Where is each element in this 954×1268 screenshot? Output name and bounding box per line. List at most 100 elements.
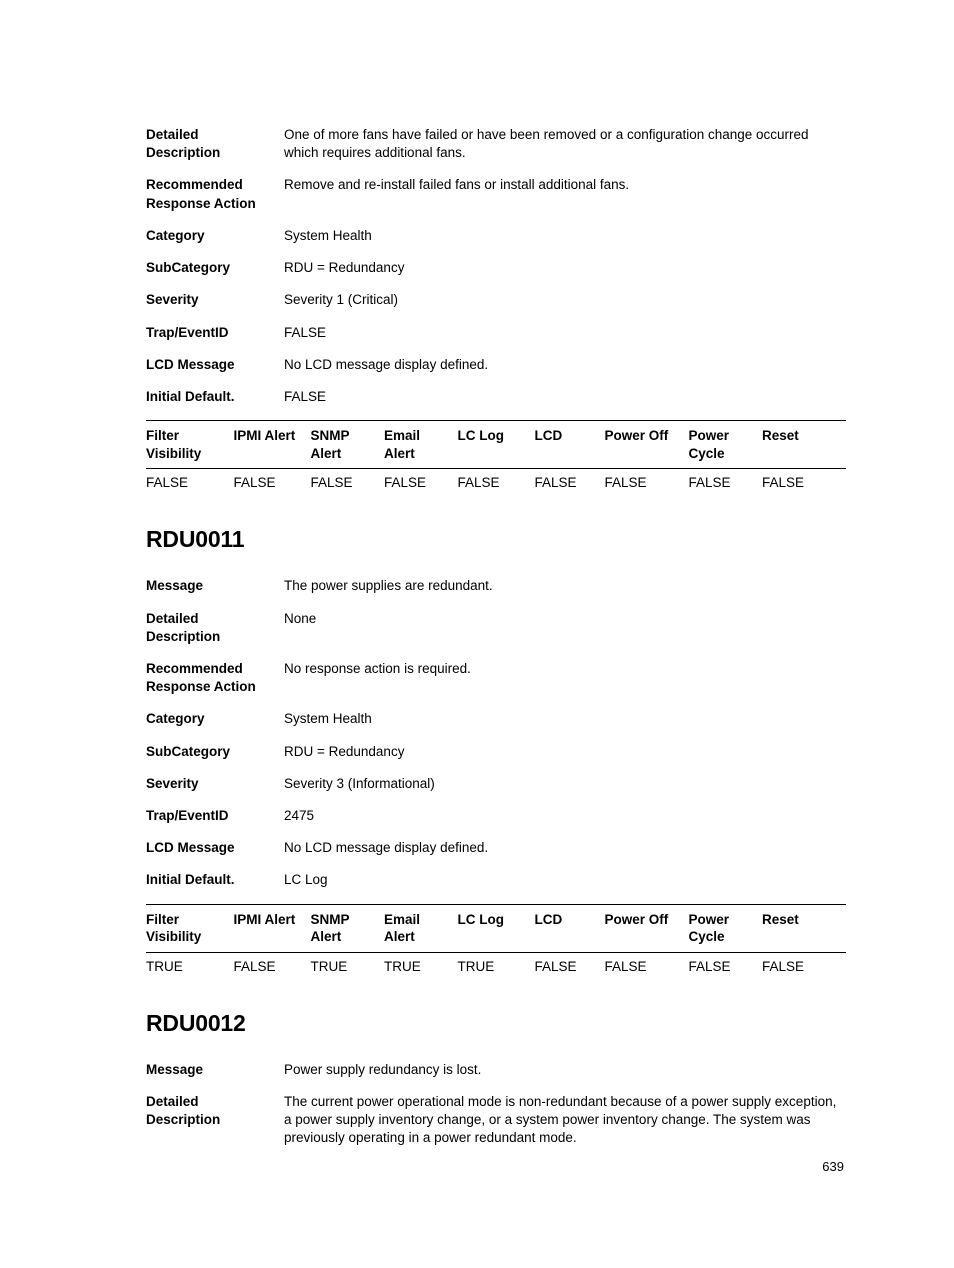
field-label: Detailed Description xyxy=(146,1093,284,1148)
field-value: No LCD message display defined. xyxy=(284,356,846,374)
field-row: Detailed DescriptionThe current power op… xyxy=(146,1093,846,1148)
field-row: CategorySystem Health xyxy=(146,227,846,245)
field-label: SubCategory xyxy=(146,743,284,761)
field-value: The power supplies are redundant. xyxy=(284,577,846,595)
field-value: Remove and re-install failed fans or ins… xyxy=(284,176,846,212)
table-header-cell: LC Log xyxy=(458,421,535,469)
field-list-2: MessagePower supply redundancy is lost.D… xyxy=(146,1061,846,1148)
field-row: Detailed DescriptionOne of more fans hav… xyxy=(146,126,846,162)
field-row: MessagePower supply redundancy is lost. xyxy=(146,1061,846,1079)
table-header-cell: Reset xyxy=(762,904,846,952)
table-cell: FALSE xyxy=(689,952,763,982)
field-label: Category xyxy=(146,710,284,728)
field-row: Initial Default.LC Log xyxy=(146,871,846,889)
table-header-cell: Power Cycle xyxy=(689,904,763,952)
field-value: LC Log xyxy=(284,871,846,889)
field-label: Recommended Response Action xyxy=(146,660,284,696)
table-cell: FALSE xyxy=(146,469,234,499)
table-cell: FALSE xyxy=(762,469,846,499)
page-number: 639 xyxy=(822,1159,844,1174)
field-label: Initial Default. xyxy=(146,388,284,406)
table-header-cell: Filter Visibility xyxy=(146,421,234,469)
table-header-cell: Reset xyxy=(762,421,846,469)
table-1: Filter VisibilityIPMI AlertSNMP AlertEma… xyxy=(146,904,846,982)
field-value: Severity 3 (Informational) xyxy=(284,775,846,793)
field-list-0: Detailed DescriptionOne of more fans hav… xyxy=(146,126,846,406)
table-cell: FALSE xyxy=(234,952,311,982)
field-row: Detailed DescriptionNone xyxy=(146,610,846,646)
table-header-cell: Email Alert xyxy=(384,904,458,952)
heading-rdu0012: RDU0012 xyxy=(146,1010,846,1037)
field-row: SubCategoryRDU = Redundancy xyxy=(146,259,846,277)
field-label: LCD Message xyxy=(146,356,284,374)
table-header-cell: Power Cycle xyxy=(689,421,763,469)
section-0: Detailed DescriptionOne of more fans hav… xyxy=(146,126,846,498)
field-value: Power supply redundancy is lost. xyxy=(284,1061,846,1079)
field-value: 2475 xyxy=(284,807,846,825)
field-label: Initial Default. xyxy=(146,871,284,889)
field-label: Severity xyxy=(146,775,284,793)
section-1: RDU0011 MessageThe power supplies are re… xyxy=(146,526,846,982)
field-row: CategorySystem Health xyxy=(146,710,846,728)
table-cell: FALSE xyxy=(535,952,605,982)
table-header-cell: LC Log xyxy=(458,904,535,952)
table-row: TRUEFALSETRUETRUETRUEFALSEFALSEFALSEFALS… xyxy=(146,952,846,982)
field-label: Detailed Description xyxy=(146,610,284,646)
table-cell: TRUE xyxy=(384,952,458,982)
field-label: Recommended Response Action xyxy=(146,176,284,212)
table-header-cell: LCD xyxy=(535,421,605,469)
field-value: No response action is required. xyxy=(284,660,846,696)
field-row: Recommended Response ActionRemove and re… xyxy=(146,176,846,212)
field-label: Detailed Description xyxy=(146,126,284,162)
field-row: Recommended Response ActionNo response a… xyxy=(146,660,846,696)
table-cell: FALSE xyxy=(458,469,535,499)
table-row: FALSEFALSEFALSEFALSEFALSEFALSEFALSEFALSE… xyxy=(146,469,846,499)
table-header-cell: Power Off xyxy=(605,421,689,469)
field-row: SubCategoryRDU = Redundancy xyxy=(146,743,846,761)
field-list-1: MessageThe power supplies are redundant.… xyxy=(146,577,846,889)
table-0: Filter VisibilityIPMI AlertSNMP AlertEma… xyxy=(146,420,846,498)
table-cell: FALSE xyxy=(535,469,605,499)
table-cell: FALSE xyxy=(605,952,689,982)
table-cell: TRUE xyxy=(311,952,385,982)
heading-rdu0011: RDU0011 xyxy=(146,526,846,553)
table-header-cell: Filter Visibility xyxy=(146,904,234,952)
field-label: LCD Message xyxy=(146,839,284,857)
field-value: None xyxy=(284,610,846,646)
table-cell: FALSE xyxy=(762,952,846,982)
field-row: Trap/EventID2475 xyxy=(146,807,846,825)
field-label: Message xyxy=(146,577,284,595)
field-label: Trap/EventID xyxy=(146,324,284,342)
field-label: SubCategory xyxy=(146,259,284,277)
section-2: RDU0012 MessagePower supply redundancy i… xyxy=(146,1010,846,1148)
table-cell: FALSE xyxy=(605,469,689,499)
field-row: LCD MessageNo LCD message display define… xyxy=(146,356,846,374)
field-label: Severity xyxy=(146,291,284,309)
document-page: Detailed DescriptionOne of more fans hav… xyxy=(0,0,954,1268)
table-cell: TRUE xyxy=(458,952,535,982)
field-row: SeveritySeverity 1 (Critical) xyxy=(146,291,846,309)
table-header-cell: IPMI Alert xyxy=(234,421,311,469)
table-cell: FALSE xyxy=(689,469,763,499)
field-value: RDU = Redundancy xyxy=(284,259,846,277)
field-value: FALSE xyxy=(284,388,846,406)
field-value: RDU = Redundancy xyxy=(284,743,846,761)
field-row: Initial Default.FALSE xyxy=(146,388,846,406)
field-label: Message xyxy=(146,1061,284,1079)
table-header-row: Filter VisibilityIPMI AlertSNMP AlertEma… xyxy=(146,904,846,952)
field-value: One of more fans have failed or have bee… xyxy=(284,126,846,162)
field-row: MessageThe power supplies are redundant. xyxy=(146,577,846,595)
field-value: The current power operational mode is no… xyxy=(284,1093,846,1148)
field-label: Trap/EventID xyxy=(146,807,284,825)
table-header-cell: SNMP Alert xyxy=(311,421,385,469)
field-label: Category xyxy=(146,227,284,245)
table-header-cell: Email Alert xyxy=(384,421,458,469)
field-value: System Health xyxy=(284,227,846,245)
field-value: Severity 1 (Critical) xyxy=(284,291,846,309)
table-header-cell: SNMP Alert xyxy=(311,904,385,952)
table-cell: FALSE xyxy=(234,469,311,499)
table-cell: FALSE xyxy=(311,469,385,499)
field-value: System Health xyxy=(284,710,846,728)
table-cell: FALSE xyxy=(384,469,458,499)
table-header-row: Filter VisibilityIPMI AlertSNMP AlertEma… xyxy=(146,421,846,469)
